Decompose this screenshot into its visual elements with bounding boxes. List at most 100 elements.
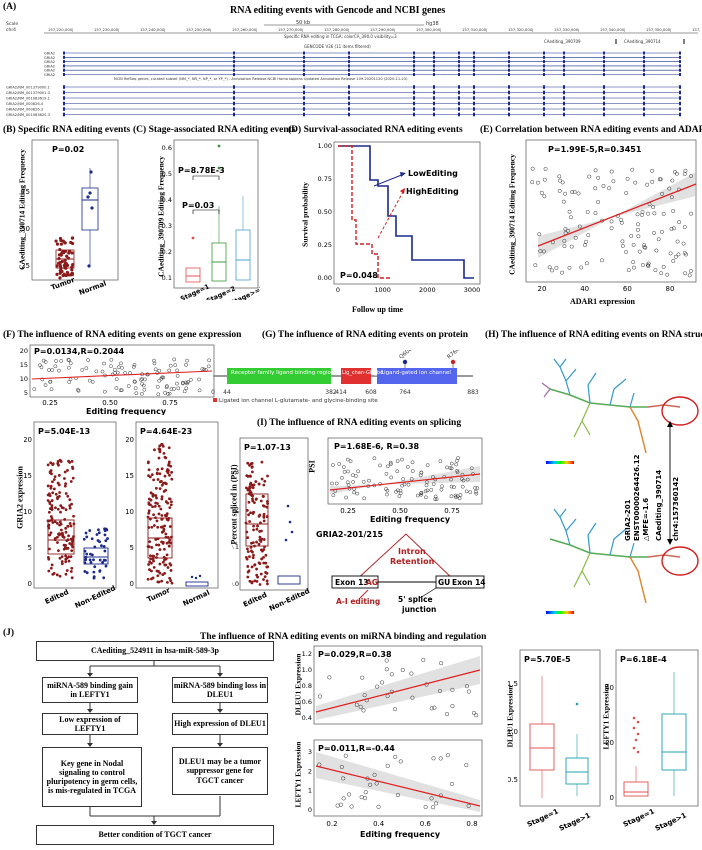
i-point xyxy=(397,494,402,498)
e-point xyxy=(593,168,598,173)
e-point xyxy=(547,265,552,270)
x-tick-label: 60 xyxy=(623,285,632,293)
y-tick-label: 0.4 xyxy=(302,714,312,722)
f-box2-tumor-point xyxy=(165,541,169,545)
f-box1-edited-point xyxy=(67,534,70,538)
f-box2-tumor-point xyxy=(160,579,164,583)
e-point xyxy=(537,232,542,237)
tumor-point xyxy=(58,263,62,268)
e-point xyxy=(651,230,656,235)
exon xyxy=(508,73,510,76)
f-box1-edited-point xyxy=(51,491,55,495)
j-sc1-point xyxy=(384,658,389,663)
exon xyxy=(458,85,460,89)
i-box-edited-point xyxy=(253,563,257,567)
f-point xyxy=(49,387,54,392)
exon xyxy=(303,60,305,64)
x-tick-label: 0.50 xyxy=(392,507,408,515)
e-point xyxy=(619,217,623,222)
j-sc2-point xyxy=(374,781,379,786)
exon xyxy=(233,73,235,76)
i-box-edited-point xyxy=(251,556,255,559)
f-box2-tumor-point xyxy=(157,504,161,508)
j-sc1-point xyxy=(400,667,405,673)
exon xyxy=(543,73,545,76)
e-point xyxy=(667,186,672,191)
f-box2-tumor-point xyxy=(156,574,160,578)
exon xyxy=(233,85,235,89)
low-editing-curve xyxy=(338,145,474,279)
f-point xyxy=(100,369,105,374)
panel-j-box2: P=6.18E-4 0 20 40 Stage=1 Stage>1 xyxy=(605,649,699,833)
i-point xyxy=(340,475,344,480)
exon xyxy=(679,51,681,55)
exon xyxy=(508,107,510,111)
f-box1-nonedited-point xyxy=(88,558,92,562)
x-tick-label: 20 xyxy=(538,285,547,293)
i-box-edited-point xyxy=(254,480,258,483)
exon xyxy=(473,112,475,117)
e-point xyxy=(675,239,680,244)
e-point xyxy=(567,209,572,214)
i-point xyxy=(378,463,382,468)
structure-label-3: △MFE=-1.6 xyxy=(642,498,650,541)
y-tick-label: 10 xyxy=(24,508,32,516)
j-sc2-stat: P=0.011,R=-0.44 xyxy=(318,744,395,753)
i-box-edited-point xyxy=(262,548,266,551)
y-tick-label: 10 xyxy=(20,375,28,383)
f-point xyxy=(66,357,71,362)
f-point xyxy=(186,380,190,385)
f-box2-tumor-point xyxy=(170,470,173,474)
f-box2-tumor-point xyxy=(151,505,154,509)
f-box2-tumor-point xyxy=(165,580,169,584)
i-box-edited-point xyxy=(246,575,250,579)
protein-position-label: 764 xyxy=(399,389,411,396)
e-point xyxy=(550,268,554,273)
i-point xyxy=(475,486,480,491)
i-box-edited-point xyxy=(256,524,259,528)
tumor-point xyxy=(59,252,63,256)
f-box2-tumor-point xyxy=(154,494,158,497)
f-box2-tumor-point xyxy=(148,540,152,544)
i-point xyxy=(425,480,429,485)
f-point xyxy=(184,363,188,367)
protein-position-label: 883 xyxy=(467,389,479,396)
i-scatter-stat: P=1.68E-6, R=0.38 xyxy=(334,442,420,451)
e-point xyxy=(637,249,642,254)
i-point xyxy=(385,492,389,497)
f-box1-nonedited-point xyxy=(103,549,107,553)
exon xyxy=(679,55,681,59)
f-box1-edited-point xyxy=(68,461,72,464)
i-box-edited-point xyxy=(247,569,251,573)
exon xyxy=(303,85,305,89)
e-point xyxy=(651,205,656,210)
e-point xyxy=(676,252,681,257)
e-point xyxy=(660,191,665,196)
panel-h-title: (H) The influence of RNA editing events … xyxy=(485,330,702,340)
exon xyxy=(233,96,235,100)
ag-label: AG xyxy=(366,578,378,587)
gencode-gene-label: GRIA2 xyxy=(44,52,55,56)
f-box1-edited-point xyxy=(68,504,72,508)
e-point xyxy=(631,260,636,265)
exon xyxy=(679,112,681,117)
f-box1-edited-point xyxy=(56,481,60,485)
mutation-r764g-label: R764G xyxy=(446,350,464,361)
f-box2-tumor-point xyxy=(146,577,150,581)
j-sc2-point xyxy=(372,772,377,777)
f-box2-normal xyxy=(185,581,209,587)
f-box2-tumor-point xyxy=(168,538,172,542)
j-sc2-point xyxy=(341,796,346,801)
f-box1-edited-point xyxy=(64,530,68,534)
e-point xyxy=(646,261,651,266)
stage1-box xyxy=(185,267,201,283)
f-point xyxy=(139,377,143,382)
i-box-edited-point xyxy=(261,494,265,498)
e-point xyxy=(659,271,664,276)
exon xyxy=(508,55,510,59)
e-point xyxy=(573,235,578,240)
f-box1-edited-point xyxy=(46,499,50,502)
ai-editing-label: A-I editing xyxy=(336,597,380,606)
exon xyxy=(63,73,65,76)
